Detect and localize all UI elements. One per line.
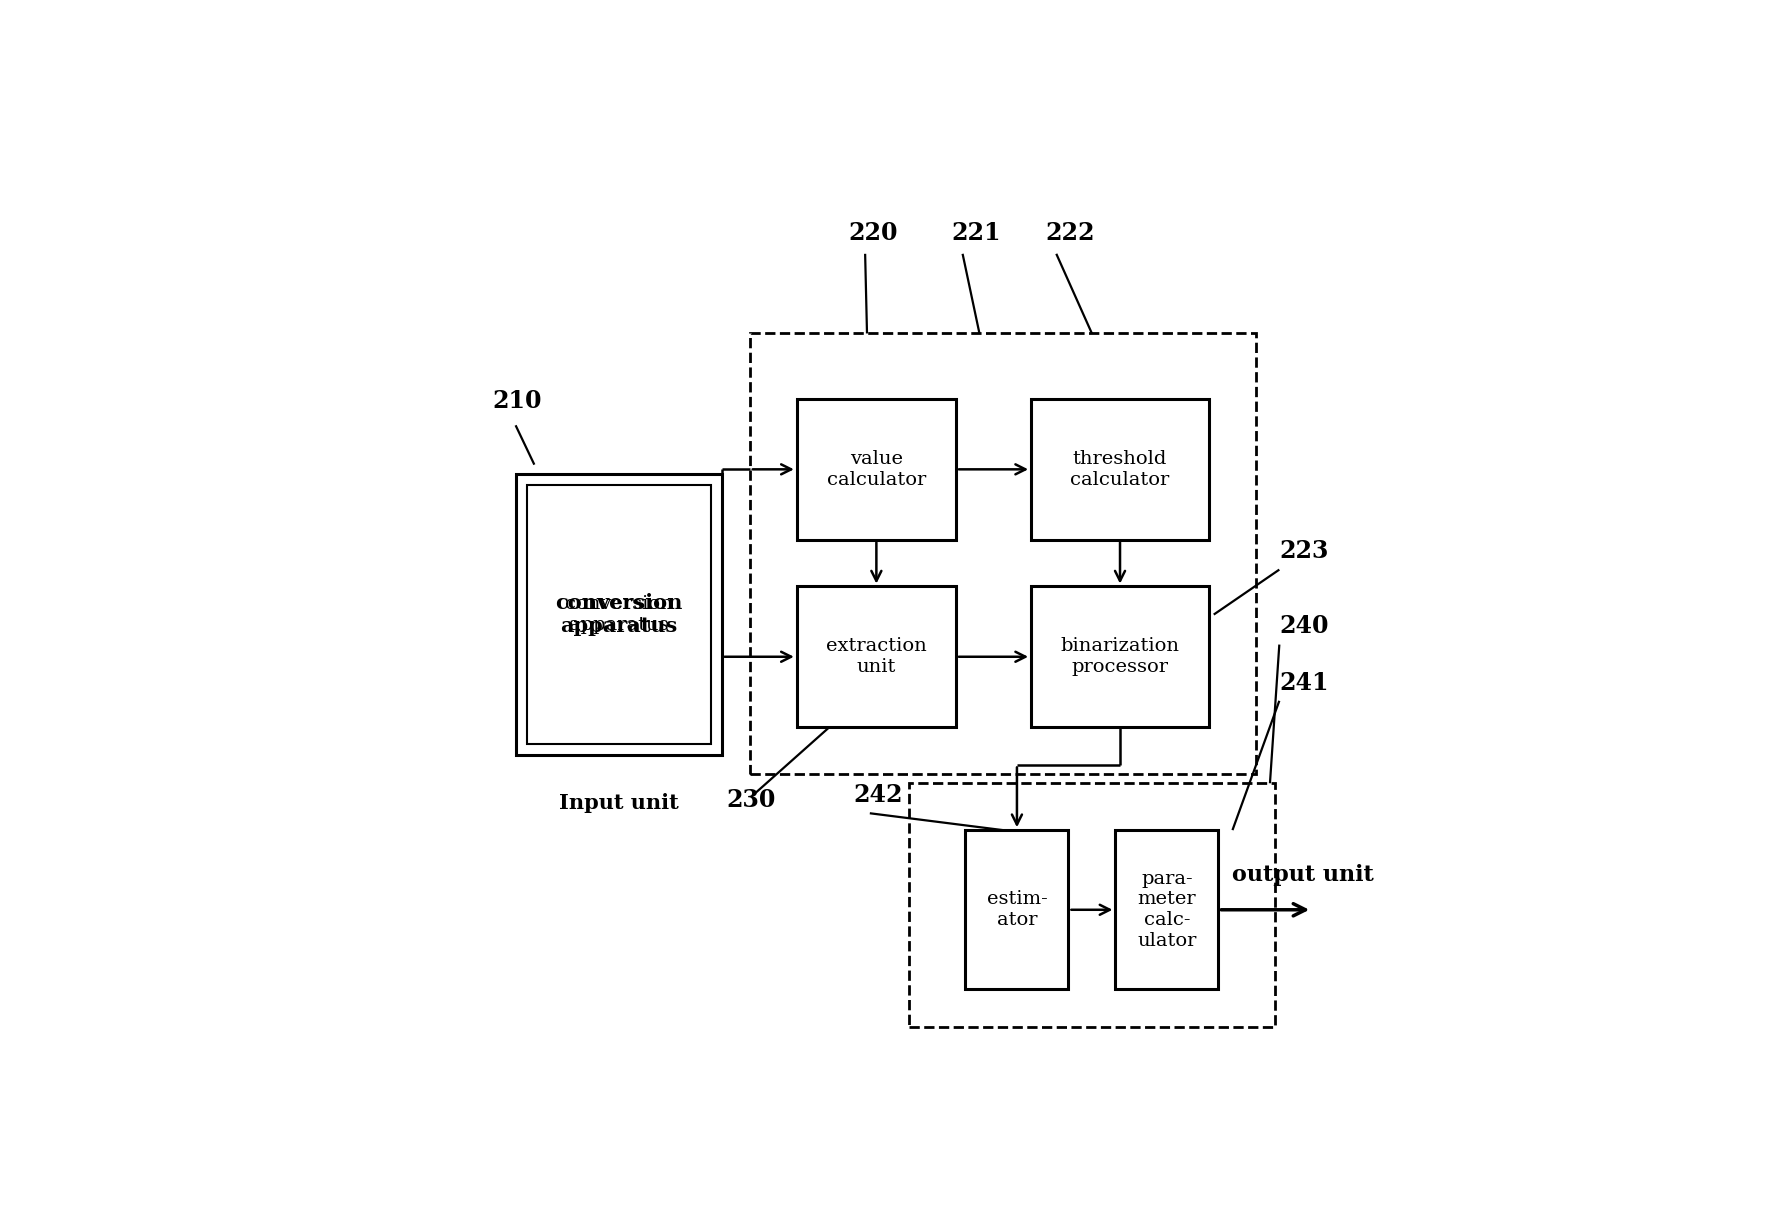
Bar — [1030, 587, 1209, 727]
Text: Input unit: Input unit — [558, 792, 677, 813]
Text: 240: 240 — [1278, 615, 1328, 639]
Bar — [796, 399, 956, 539]
Text: 220: 220 — [847, 220, 897, 245]
Text: extraction
unit: extraction unit — [826, 638, 926, 677]
Text: 241: 241 — [1278, 671, 1328, 695]
Text: conversion
apparatus: conversion apparatus — [564, 595, 672, 634]
Bar — [750, 333, 1255, 774]
Text: 242: 242 — [853, 783, 902, 807]
Bar — [1115, 830, 1218, 989]
Text: 210: 210 — [491, 389, 541, 414]
Bar — [965, 830, 1067, 989]
Text: 222: 222 — [1044, 220, 1094, 245]
Bar — [1030, 399, 1209, 539]
Text: output unit: output unit — [1232, 864, 1374, 886]
Text: para-
meter
calc-
ulator: para- meter calc- ulator — [1136, 870, 1195, 950]
Text: 223: 223 — [1278, 539, 1328, 563]
Text: binarization
processor: binarization processor — [1060, 638, 1179, 677]
Bar — [516, 475, 722, 755]
Text: value
calculator: value calculator — [826, 450, 926, 489]
Text: 230: 230 — [725, 787, 775, 812]
Bar — [527, 486, 711, 744]
Text: estim-
ator: estim- ator — [986, 891, 1046, 929]
Bar — [910, 784, 1275, 1027]
Text: 221: 221 — [950, 220, 1000, 245]
Text: threshold
calculator: threshold calculator — [1069, 450, 1168, 489]
Text: conversion
apparatus: conversion apparatus — [555, 593, 683, 636]
Bar — [796, 587, 956, 727]
